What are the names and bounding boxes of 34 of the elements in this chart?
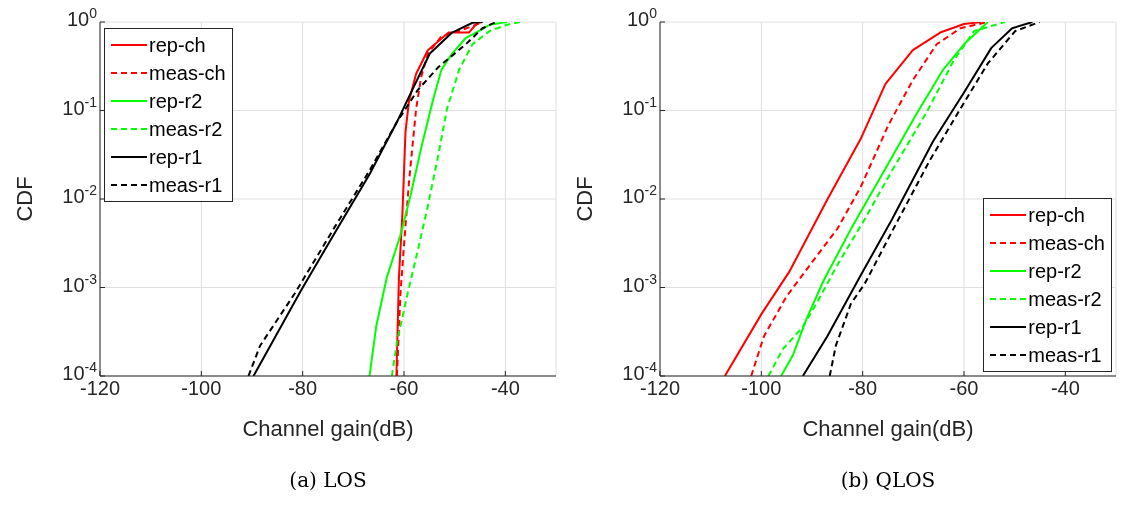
y-tick-label: 10$^{-2}$ xyxy=(62,182,98,207)
y-tick-label: 10$^{-3}$ xyxy=(62,270,98,296)
legend-label: meas-ch xyxy=(1028,231,1105,256)
y-tick-label: 10$^{0}$ xyxy=(626,5,658,30)
legend-label: rep-ch xyxy=(1028,203,1085,228)
legend-label: meas-ch xyxy=(149,61,226,86)
x-tick-label: -60 xyxy=(389,377,419,399)
text: (b) QLOS xyxy=(839,468,937,492)
x-tick-label: -40 xyxy=(1050,377,1080,399)
legend-label: rep-r2 xyxy=(149,89,203,114)
y-tick-label: 10$^{-1}$ xyxy=(62,93,98,119)
text: (a) LOS xyxy=(288,468,368,492)
legend-label: meas-r1 xyxy=(1028,343,1102,368)
legend-label: rep-r1 xyxy=(149,145,203,170)
x-tick-label: -80 xyxy=(288,377,318,399)
y-tick-label: 10$^{-2}$ xyxy=(622,182,658,207)
x-tick-label: -100 xyxy=(741,377,782,399)
x-tick-label: -80 xyxy=(848,377,878,399)
legend-label: meas-r2 xyxy=(1028,287,1102,312)
x-axis-title: Channel gain(dB) xyxy=(802,416,974,441)
y-tick-label: 10$^{-1}$ xyxy=(622,93,658,119)
x-tick-label: -100 xyxy=(181,377,222,399)
y-axis-title: CDF xyxy=(11,176,37,222)
y-tick-label: 10$^{0}$ xyxy=(66,5,98,30)
legend-label: rep-r2 xyxy=(1028,259,1082,284)
legend-label: meas-r2 xyxy=(149,117,223,142)
legend-label: rep-ch xyxy=(149,33,206,58)
y-tick-label: 10$^{-3}$ xyxy=(622,270,658,296)
x-tick-label: -40 xyxy=(490,377,520,399)
x-tick-label: -60 xyxy=(949,377,979,399)
y-axis-title: CDF xyxy=(571,176,597,222)
x-axis-title: Channel gain(dB) xyxy=(242,416,414,441)
legend-label: meas-r1 xyxy=(149,173,223,198)
legend-label: rep-r1 xyxy=(1028,315,1082,340)
